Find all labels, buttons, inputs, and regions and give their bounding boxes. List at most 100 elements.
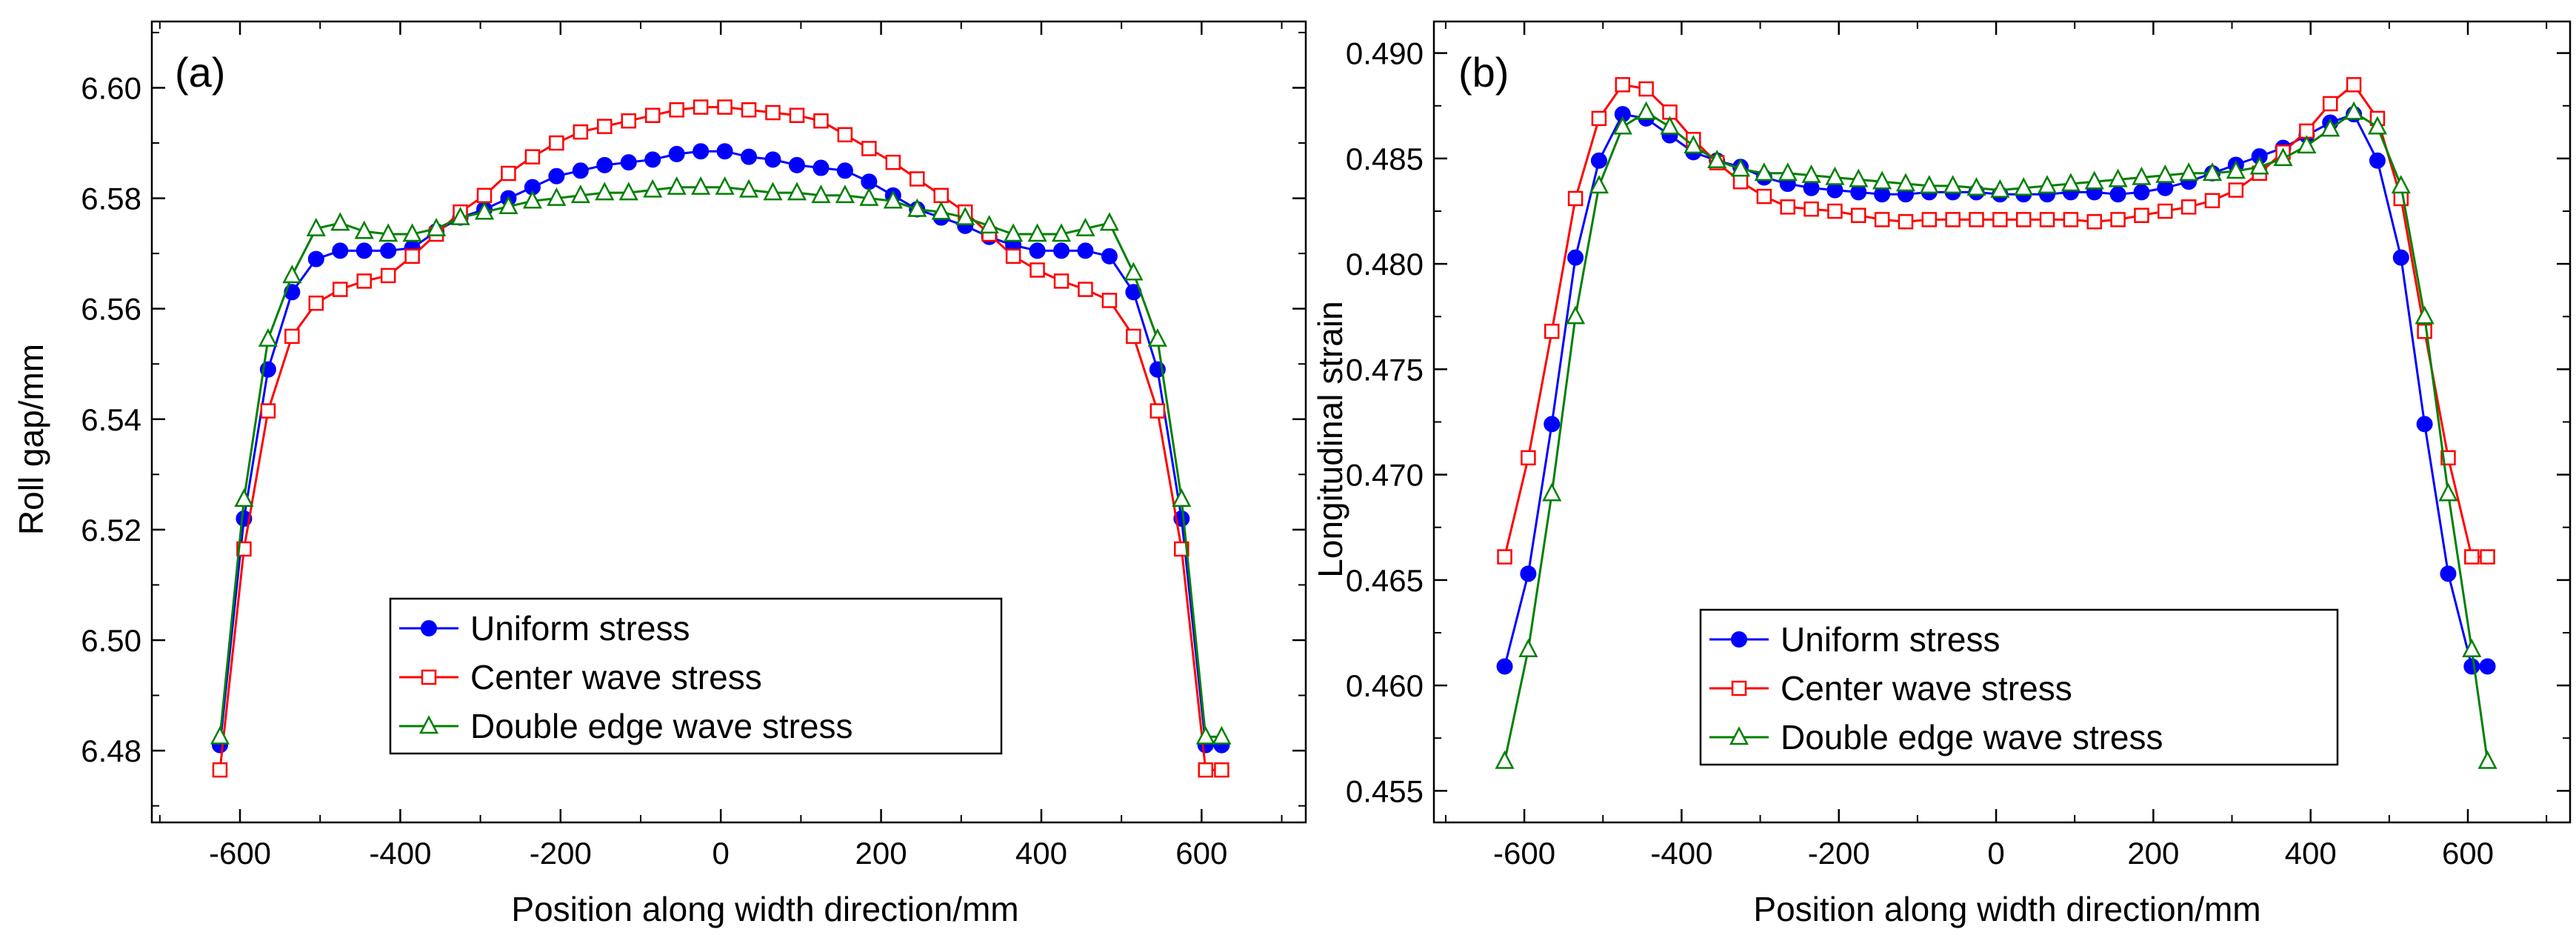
data-point (2479, 658, 2496, 675)
data-point (787, 182, 807, 201)
data-point (885, 154, 901, 170)
y-tick-label: 0.480 (1346, 247, 1424, 282)
data-point (1898, 214, 1914, 230)
data-point (1099, 212, 1119, 231)
data-point (476, 187, 493, 204)
data-point (1101, 293, 1118, 308)
data-point (210, 725, 230, 745)
data-point (260, 403, 276, 419)
data-point (2132, 166, 2152, 185)
data-point (474, 201, 495, 220)
data-point (837, 127, 853, 143)
data-point (1849, 168, 1869, 187)
data-point (1029, 242, 1046, 259)
data-point (501, 165, 516, 182)
data-point (1872, 170, 1892, 190)
y-axis-label: Longitudinal strain (1311, 301, 1349, 577)
data-point (2134, 207, 2149, 223)
data-point (2014, 177, 2034, 196)
data-point (1567, 190, 1584, 207)
data-point (1521, 450, 1536, 466)
data-point (1825, 166, 1845, 185)
y-tick-label: 6.52 (81, 513, 141, 548)
data-point (1077, 242, 1094, 259)
x-tick-label: -400 (369, 836, 431, 871)
data-point (547, 187, 567, 206)
data-point (1966, 177, 1986, 196)
legend-swatch-marker (421, 669, 437, 685)
data-point (236, 541, 252, 557)
data-point (667, 176, 687, 195)
legend-item: Uniform stress (399, 609, 690, 648)
data-point (1589, 175, 1609, 194)
data-point (1590, 152, 1607, 169)
data-point (741, 102, 757, 118)
data-point (789, 107, 805, 123)
data-point (549, 135, 564, 151)
x-tick-label: -600 (209, 836, 271, 871)
data-point (933, 187, 949, 204)
data-point (597, 119, 613, 134)
data-point (1172, 488, 1192, 508)
x-tick-label: -200 (1808, 836, 1870, 871)
data-point (621, 113, 637, 129)
data-point (2320, 118, 2340, 137)
data-point (811, 184, 831, 204)
data-point (1943, 175, 1963, 194)
data-point (2438, 482, 2458, 502)
data-point (1149, 403, 1166, 419)
y-tick-label: 6.50 (81, 623, 141, 658)
legend: Uniform stress Center wave stress Double e… (1699, 608, 2339, 766)
series-3 (210, 176, 1232, 745)
data-point (859, 187, 879, 206)
data-point (332, 242, 349, 259)
data-point (1520, 565, 1537, 582)
data-point (812, 159, 830, 176)
data-point (1195, 725, 1215, 745)
data-point (669, 102, 684, 118)
legend-item: Double edge wave stress (399, 707, 853, 745)
y-tick-label: 6.54 (81, 402, 141, 437)
plot-frame (150, 20, 1307, 824)
data-point (836, 162, 853, 179)
data-point (1174, 541, 1189, 557)
data-point (1707, 150, 1727, 169)
data-point (1544, 416, 1561, 433)
data-point (2204, 193, 2220, 209)
data-point (284, 328, 300, 345)
data-point (715, 176, 735, 195)
data-point (2440, 565, 2457, 582)
legend-item: Center wave stress (1709, 669, 2072, 708)
data-point (2202, 162, 2223, 182)
data-point (2343, 101, 2364, 120)
legend-item: Center wave stress (399, 658, 762, 696)
legend-swatch-marker (1729, 726, 1749, 745)
data-point (2391, 175, 2411, 194)
x-axis-label: Position along width direction/mm (1753, 890, 2260, 928)
data-point (2393, 190, 2409, 207)
y-tick-label: 6.56 (81, 292, 141, 327)
data-point (2273, 147, 2293, 167)
data-point (2417, 323, 2432, 339)
data-point (1542, 482, 1562, 502)
data-point (1801, 164, 1821, 183)
data-point (2155, 164, 2175, 183)
data-point (2480, 549, 2495, 565)
data-point (1778, 162, 1798, 182)
data-point (1004, 223, 1024, 242)
legend-box (389, 597, 1003, 755)
data-point (1851, 207, 1866, 223)
data-point (979, 215, 999, 234)
series-3 (1495, 101, 2497, 769)
data-point (356, 273, 372, 289)
y-tick-label: 0.465 (1346, 563, 1424, 598)
data-point (813, 113, 829, 129)
data-point (2180, 199, 2197, 215)
data-point (1780, 199, 1795, 215)
legend-label: Uniform stress (470, 609, 690, 648)
data-point (1075, 217, 1095, 236)
y-tick-label: 0.485 (1346, 142, 1424, 176)
data-point (1612, 116, 1632, 135)
data-point (1544, 323, 1560, 339)
